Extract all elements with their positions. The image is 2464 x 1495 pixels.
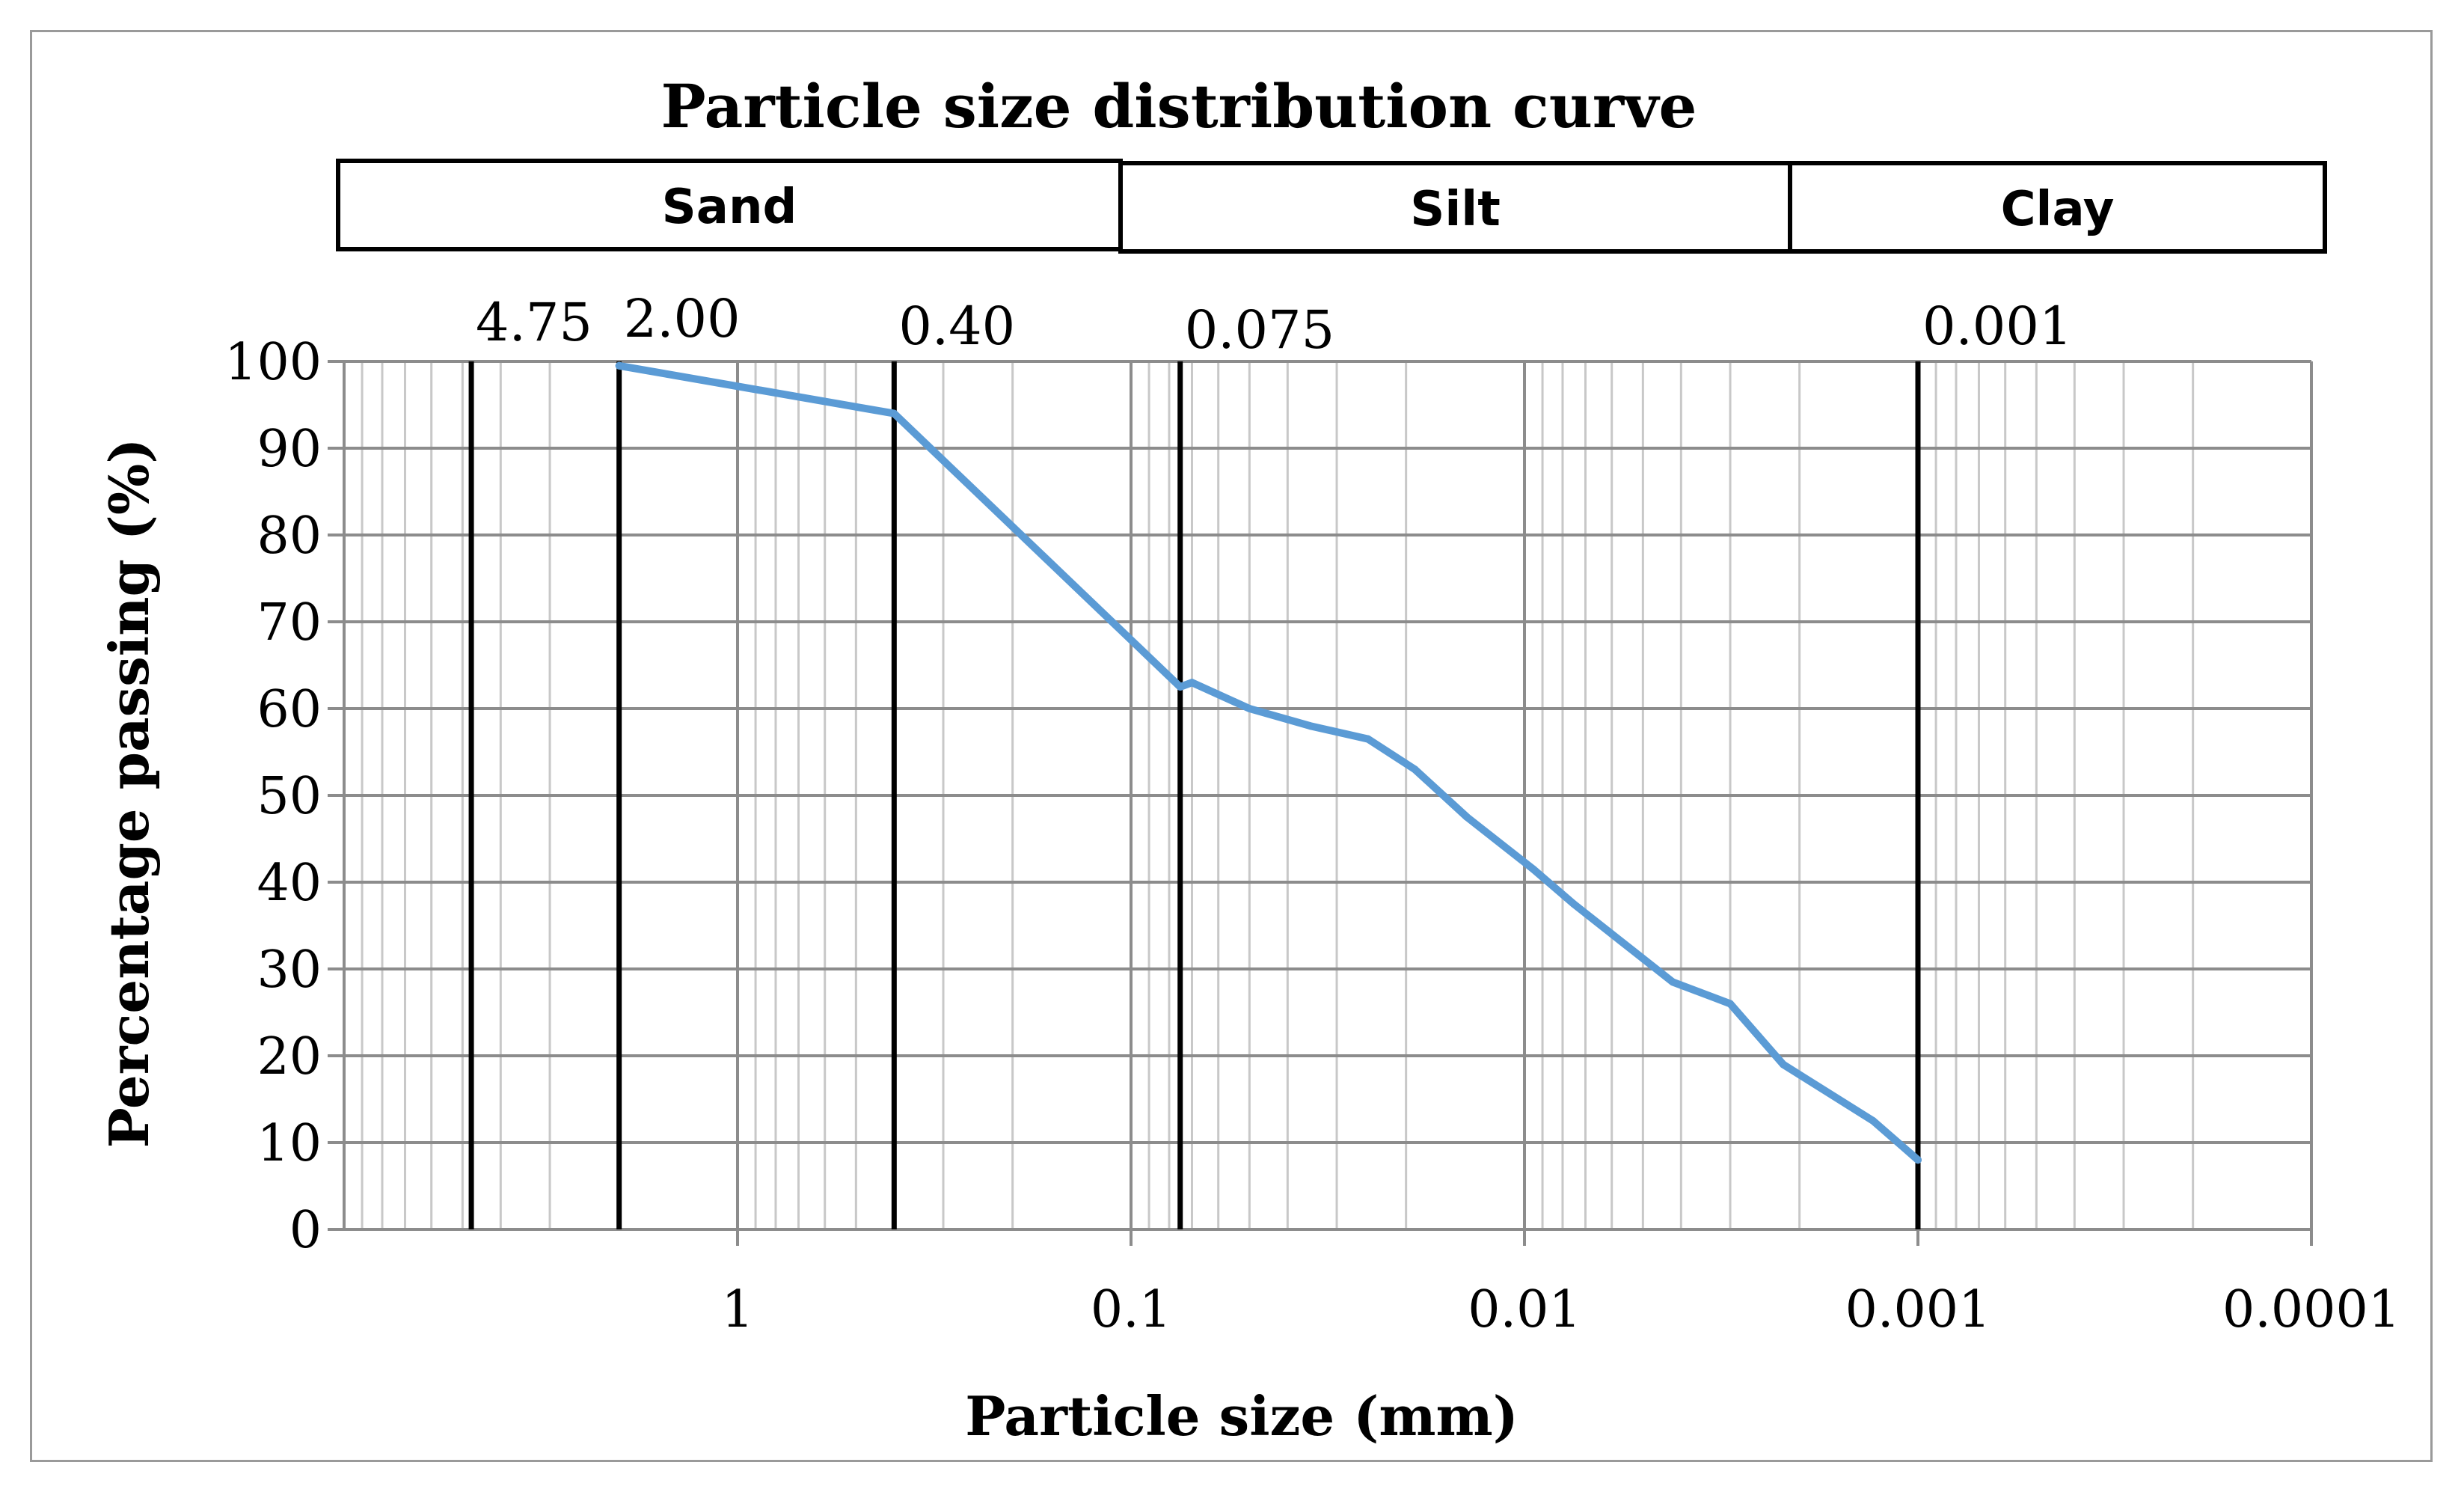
- data-point: [1364, 735, 1372, 743]
- data-point: [1188, 679, 1196, 687]
- boundary-label: 4.75: [476, 292, 592, 353]
- x-tick-label: 0.1: [1091, 1280, 1171, 1339]
- y-tick-label: 70: [257, 593, 322, 652]
- y-tick-label: 10: [257, 1114, 322, 1173]
- figure-frame: [30, 30, 2433, 1462]
- data-point: [1779, 1060, 1787, 1068]
- y-tick-label: 80: [257, 507, 322, 566]
- boundary-label: 0.075: [1185, 299, 1334, 361]
- boundary-label: 2.00: [624, 288, 741, 349]
- y-tick-label: 60: [257, 680, 322, 739]
- series-line: [615, 361, 1922, 1164]
- y-tick-label: 0: [289, 1201, 322, 1260]
- x-axis-label: Particle size (mm): [965, 1384, 1518, 1448]
- series-layer: [615, 361, 1922, 1164]
- x-tick-label: 0.001: [1845, 1280, 1991, 1339]
- zone-label: Sand: [662, 180, 797, 235]
- y-axis-tick-labels: 0 10 20 30 40 50 60 70 80 90 100: [224, 333, 322, 1260]
- x-tick-label: 1: [721, 1280, 753, 1339]
- y-axis-label: Percentage passing (%): [97, 438, 161, 1149]
- x-tick-label: 0.0001: [2222, 1280, 2400, 1339]
- zone-box: [1788, 161, 2327, 254]
- x-axis-tick-labels: 1 0.1 0.01 0.001 0.0001: [721, 1280, 2400, 1339]
- major-gridlines: [328, 360, 2313, 1246]
- chart-title: Particle size distribution curve: [661, 71, 1697, 141]
- data-point: [1245, 705, 1254, 712]
- y-tick-label: 30: [257, 941, 322, 1000]
- x-tick-label: 0.01: [1468, 1280, 1581, 1339]
- boundary-lines: 4.75 2.00 0.40 0.075 0.001: [468, 288, 2072, 1229]
- y-tick-label: 50: [257, 767, 322, 826]
- y-tick-label: 90: [257, 420, 322, 479]
- data-point: [1726, 1000, 1734, 1008]
- data-point: [1869, 1117, 1878, 1125]
- data-point: [1569, 900, 1578, 908]
- boundary-label: 0.40: [898, 296, 1015, 357]
- data-point: [1463, 813, 1471, 821]
- y-tick-label: 40: [257, 854, 322, 913]
- data-point: [615, 361, 623, 370]
- y-tick-label: 100: [224, 333, 322, 392]
- data-point: [1411, 765, 1419, 774]
- data-point: [1306, 722, 1314, 730]
- boundary-label: 0.001: [1922, 296, 2072, 357]
- data-point: [1669, 978, 1677, 986]
- soil-zone-bar: Sand Silt Clay: [336, 159, 2327, 254]
- data-point: [1176, 683, 1184, 691]
- data-point: [1914, 1156, 1922, 1164]
- zone-label: Silt: [1410, 182, 1501, 237]
- data-point: [1529, 865, 1537, 873]
- y-tick-label: 20: [257, 1027, 322, 1086]
- data-point: [890, 409, 898, 418]
- zone-label: Clay: [2001, 182, 2115, 237]
